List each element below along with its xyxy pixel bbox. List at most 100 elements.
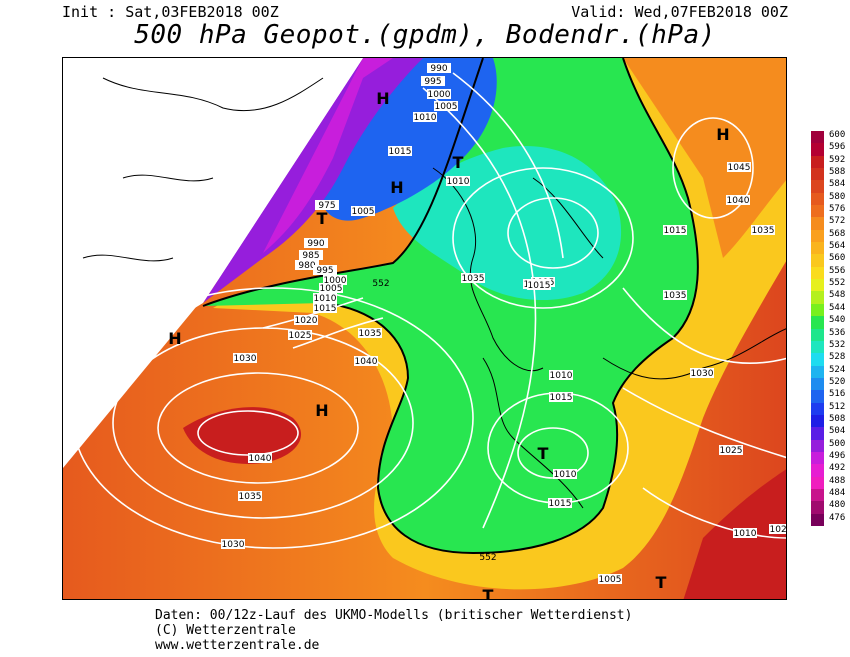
legend-swatch — [811, 155, 824, 169]
legend-entry: 588 — [811, 167, 850, 181]
legend-entry: 536 — [811, 327, 850, 341]
isobar-label: 1030 — [221, 539, 245, 550]
isobar-label: 1005 — [351, 206, 375, 217]
legend-entry: 592 — [811, 155, 850, 169]
legend-value: 572 — [829, 216, 846, 227]
legend-value: 480 — [829, 500, 846, 511]
legend-entry: 512 — [811, 402, 850, 415]
legend-value: 568 — [829, 228, 846, 239]
legend-value: 536 — [829, 327, 846, 338]
footer: Daten: 00/12z-Lauf des UKMO-Modells (bri… — [155, 608, 632, 653]
svg-text:1010: 1010 — [314, 294, 337, 304]
legend-entry: 584 — [811, 179, 850, 193]
svg-text:1035: 1035 — [359, 329, 382, 339]
svg-text:1020: 1020 — [770, 525, 787, 535]
isobar-label: 1010 — [413, 112, 437, 123]
svg-text:1025: 1025 — [289, 331, 312, 341]
coastline — [82, 77, 786, 509]
svg-text:1015: 1015 — [314, 304, 337, 314]
legend-swatch — [811, 266, 824, 280]
magenta-zone — [263, 58, 393, 253]
weather-map: 990 995 1000 1005 1010 1015 1010 1005 990 985 980 9… — [62, 57, 787, 600]
legend-entry: 560 — [811, 253, 850, 267]
legend-entry: 544 — [811, 302, 850, 317]
legend-entry: 600 — [811, 130, 850, 144]
legend-entry: 528 — [811, 352, 850, 366]
legend-swatch — [811, 291, 824, 304]
isobar-label: 975 — [315, 200, 339, 211]
svg-text:1035: 1035 — [752, 226, 775, 236]
legend-swatch — [811, 131, 824, 144]
isobar-label: 1015 — [527, 280, 551, 291]
isobar-label: 1035 — [238, 491, 262, 502]
svg-text:1035: 1035 — [664, 291, 687, 301]
svg-text:975: 975 — [318, 201, 335, 211]
svg-text:1010: 1010 — [734, 529, 757, 539]
svg-text:1000: 1000 — [428, 90, 451, 100]
svg-text:1015: 1015 — [664, 226, 687, 236]
legend-swatch — [811, 217, 824, 230]
isobar-label: 1040 — [248, 453, 272, 464]
svg-text:1040: 1040 — [249, 454, 272, 464]
legend-swatch — [811, 488, 824, 502]
legend-swatch — [811, 316, 824, 329]
map-title: 500 hPa Geopot.(gpdm), Bodendr.(hPa) — [134, 20, 716, 50]
legend-value: 544 — [829, 302, 846, 313]
svg-text:990: 990 — [307, 239, 324, 249]
isobar-labels: 9909951000100510101015101010059909859809… — [221, 63, 787, 585]
low-pressure-marker: T — [317, 209, 328, 228]
isobar-label: 1035 — [751, 225, 775, 236]
isobar-label: 1015 — [663, 225, 687, 236]
legend-entry: 508 — [811, 413, 850, 428]
isobar-label: 1010 — [446, 176, 470, 187]
legend-value: 508 — [829, 413, 846, 424]
isobar-label: 1005 — [434, 101, 458, 112]
svg-text:1010: 1010 — [414, 113, 437, 123]
legend-swatch — [811, 353, 824, 366]
legend-entry: 520 — [811, 376, 850, 391]
legend-entry: 492 — [811, 463, 850, 477]
legend-entry: 480 — [811, 500, 850, 514]
svg-text:1040: 1040 — [355, 357, 378, 367]
legend-swatch — [811, 365, 824, 378]
isobar-label: 1005 — [319, 283, 343, 294]
svg-text:1040: 1040 — [727, 196, 750, 206]
legend-entry: 580 — [811, 191, 850, 206]
isobar-label: 1010 — [733, 528, 757, 539]
legend-value: 500 — [829, 438, 846, 449]
isobar-label: 980 — [295, 260, 319, 271]
svg-text:995: 995 — [424, 77, 441, 87]
isobar-label: 1040 — [354, 356, 378, 367]
svg-text:1000: 1000 — [324, 276, 347, 286]
legend-value: 564 — [829, 241, 846, 252]
legend-value: 520 — [829, 376, 846, 387]
legend-swatch — [811, 476, 824, 489]
svg-text:1015: 1015 — [550, 393, 573, 403]
isobar-label: 1020 — [294, 315, 318, 326]
svg-text:1045: 1045 — [728, 163, 751, 173]
isobar-label: 1005 — [598, 574, 622, 585]
isobar-label: 1010 — [553, 469, 577, 480]
isobar-label: 1000 — [323, 275, 347, 286]
isobar-label: 1015 — [313, 303, 337, 314]
legend-swatch — [811, 513, 824, 526]
isobar-label: 1030 — [690, 368, 714, 379]
svg-text:1005: 1005 — [435, 102, 458, 112]
isobar-label: 1035 — [358, 328, 382, 339]
legend-entry: 564 — [811, 241, 850, 255]
isobar-label: 1015 — [549, 392, 573, 403]
legend-swatch — [811, 279, 824, 292]
legend-entry: 576 — [811, 204, 850, 218]
low-pressure-marker: T — [483, 586, 494, 600]
isobar-label: 995 — [313, 265, 337, 276]
legend-entry: 496 — [811, 451, 850, 465]
legend-swatch — [811, 242, 824, 255]
contour-label: 552 — [479, 553, 496, 563]
svg-text:1030: 1030 — [691, 369, 714, 379]
high-pressure-marker: H — [168, 329, 181, 348]
legend-value: 580 — [829, 191, 846, 202]
legend-entry: 596 — [811, 142, 850, 156]
high-pressure-marker: H — [315, 401, 328, 420]
legend-swatch — [811, 229, 824, 243]
isobar-label: 995 — [421, 76, 445, 87]
